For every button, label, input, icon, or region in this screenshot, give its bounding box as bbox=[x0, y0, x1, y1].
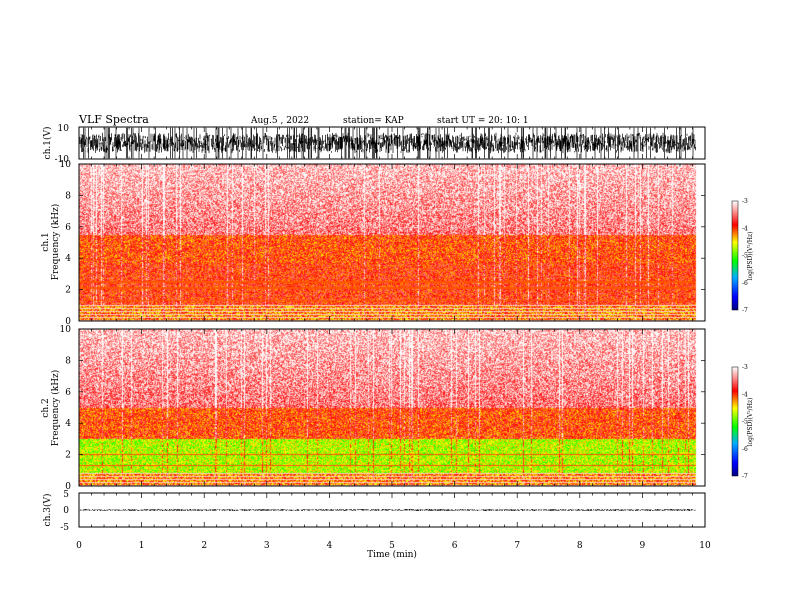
figure-title: VLF Spectra bbox=[78, 113, 149, 126]
colorbar-ch1: -3 -4 -5 -6 -7 log(PSD)(V²/Hz) bbox=[731, 198, 754, 314]
time-tick-label: 10 bbox=[699, 541, 711, 551]
colorbar-ch1-gradient bbox=[731, 200, 739, 311]
colorbar-ch2: -3 -4 -5 -6 -7 log(PSD)(V²/Hz) bbox=[731, 364, 754, 480]
frequency-tick-label: 6 bbox=[65, 388, 71, 398]
time-axis-tick-labels: 0 1 2 3 4 5 6 7 8 9 10 bbox=[76, 541, 711, 551]
time-tick-label: 6 bbox=[452, 541, 458, 551]
colorbar-tick-label: -4 bbox=[742, 225, 748, 232]
colorbar-ch2-label: log(PSD)(V²/Hz) bbox=[747, 398, 754, 447]
frequency-tick-label: 4 bbox=[65, 419, 71, 429]
frequency-tick-label: 0 bbox=[65, 482, 71, 492]
frequency-tick-label: 4 bbox=[65, 254, 71, 264]
start-time-label: start UT = 20: 10: 1 bbox=[437, 116, 529, 126]
frequency-tick-label: 0 bbox=[65, 317, 71, 327]
frequency-tick-label: 2 bbox=[65, 451, 71, 461]
spectrogram-ch1-image bbox=[79, 164, 705, 321]
colorbar-tick-label: -5 bbox=[742, 253, 748, 260]
colorbar-tick-label: -3 bbox=[742, 364, 748, 371]
spectrogram-ch2-ylabel-channel: ch.2 bbox=[41, 398, 51, 417]
waveform-ch1-panel: 10 -10 ch.1(V) bbox=[42, 124, 706, 165]
colorbar-tick-label: -6 bbox=[742, 446, 748, 453]
ch1-ytick-bottom: -10 bbox=[55, 155, 70, 165]
colorbar-ch1-label: log(PSD)(V²/Hz) bbox=[747, 232, 754, 281]
time-tick-label: 4 bbox=[327, 541, 333, 551]
time-axis-label: Time (min) bbox=[367, 549, 417, 560]
waveform-ch3-xticks bbox=[78, 493, 706, 527]
time-tick-label: 7 bbox=[514, 541, 520, 551]
time-tick-label: 5 bbox=[389, 541, 395, 551]
time-tick-label: 1 bbox=[139, 541, 145, 551]
spectrogram-ch1-xticks bbox=[78, 164, 706, 321]
frequency-tick-label: 10 bbox=[60, 325, 72, 335]
ch3-ytick-middle: 0 bbox=[63, 506, 69, 516]
ch1-ytick-top: 10 bbox=[58, 124, 70, 134]
ch3-ytick-top: 5 bbox=[63, 490, 69, 500]
date-label: Aug.5 , 2022 bbox=[250, 116, 309, 126]
waveform-ch1-xticks bbox=[78, 127, 706, 159]
frequency-tick-label: 6 bbox=[65, 223, 71, 233]
spectrogram-ch1-panel: 0 2 4 6 8 10 ch.1 Frequency (kHz) -3 -4 -5 -6 -7 … bbox=[41, 160, 754, 327]
spectrogram-ch1-ylabel-channel: ch.1 bbox=[41, 232, 51, 251]
time-tick-label: 9 bbox=[640, 541, 646, 551]
waveform-ch3-trace bbox=[79, 509, 696, 511]
colorbar-tick-label: -6 bbox=[742, 280, 748, 287]
ch3-waveform-ylabel: ch.3(V) bbox=[42, 494, 53, 527]
colorbar-ch1-ticks: -3 -4 -5 -6 -7 bbox=[742, 198, 748, 314]
colorbar-ch2-ticks: -3 -4 -5 -6 -7 bbox=[742, 364, 748, 480]
time-tick-label: 8 bbox=[577, 541, 583, 551]
colorbar-tick-label: -7 bbox=[742, 307, 748, 314]
colorbar-tick-label: -3 bbox=[742, 198, 748, 205]
colorbar-ch2-gradient bbox=[731, 366, 739, 477]
colorbar-tick-label: -5 bbox=[742, 419, 748, 426]
frequency-tick-label: 10 bbox=[60, 160, 72, 170]
waveform-ch1-trace bbox=[79, 127, 696, 159]
ch3-ytick-bottom: -5 bbox=[60, 523, 69, 533]
station-label: station= KAP bbox=[343, 116, 404, 126]
frequency-tick-label: 8 bbox=[65, 356, 71, 366]
colorbar-tick-label: -4 bbox=[742, 391, 748, 398]
spectrogram-ch1-ylabel-frequency: Frequency (kHz) bbox=[50, 204, 61, 281]
time-tick-label: 3 bbox=[264, 541, 270, 551]
time-tick-label: 0 bbox=[76, 541, 82, 551]
colorbar-tick-label: -7 bbox=[742, 473, 748, 480]
frequency-tick-label: 2 bbox=[65, 286, 71, 296]
spectrogram-ch2-panel: 0 2 4 6 8 10 ch.2 Frequency (kHz) -3 -4 -5 -6 -7 … bbox=[41, 325, 754, 492]
spectrogram-ch2-ylabel-frequency: Frequency (kHz) bbox=[50, 370, 61, 447]
frequency-tick-label: 8 bbox=[65, 191, 71, 201]
spectrogram-ch1-yticks: 0 2 4 6 8 10 bbox=[60, 160, 705, 327]
ch1-waveform-ylabel: ch.1(V) bbox=[42, 127, 53, 160]
spectrogram-ch2-image bbox=[79, 329, 705, 486]
spectrogram-ch2-xticks bbox=[78, 329, 706, 486]
waveform-ch3-panel: 5 0 -5 ch.3(V) bbox=[42, 490, 706, 533]
spectrogram-ch2-yticks: 0 2 4 6 8 10 bbox=[60, 325, 705, 492]
time-tick-label: 2 bbox=[201, 541, 207, 551]
